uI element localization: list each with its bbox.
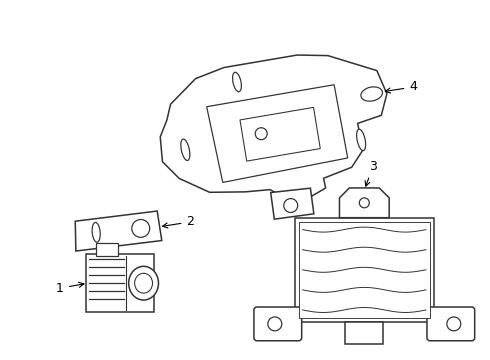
Polygon shape [340, 188, 389, 218]
Text: 1: 1 [56, 282, 84, 294]
Ellipse shape [361, 87, 383, 101]
Polygon shape [240, 107, 320, 161]
Ellipse shape [268, 317, 282, 331]
Ellipse shape [255, 128, 267, 140]
Bar [345, 322, 383, 344]
Bar [299, 222, 430, 318]
Polygon shape [270, 188, 314, 219]
Ellipse shape [233, 72, 242, 92]
Ellipse shape [359, 198, 369, 208]
Bar [96, 243, 118, 256]
Bar [294, 218, 434, 322]
FancyBboxPatch shape [427, 307, 475, 341]
Text: 2: 2 [163, 215, 195, 228]
Ellipse shape [135, 273, 152, 293]
Text: 4: 4 [385, 81, 417, 94]
Polygon shape [207, 85, 348, 183]
Polygon shape [160, 55, 387, 199]
Ellipse shape [92, 222, 100, 242]
Ellipse shape [129, 266, 158, 300]
Ellipse shape [284, 199, 298, 212]
Ellipse shape [357, 129, 366, 150]
Ellipse shape [181, 139, 190, 161]
Ellipse shape [132, 220, 150, 237]
Ellipse shape [447, 317, 461, 331]
FancyBboxPatch shape [254, 307, 302, 341]
Bar [86, 255, 153, 312]
Text: 3: 3 [365, 159, 377, 186]
Polygon shape [75, 211, 162, 251]
